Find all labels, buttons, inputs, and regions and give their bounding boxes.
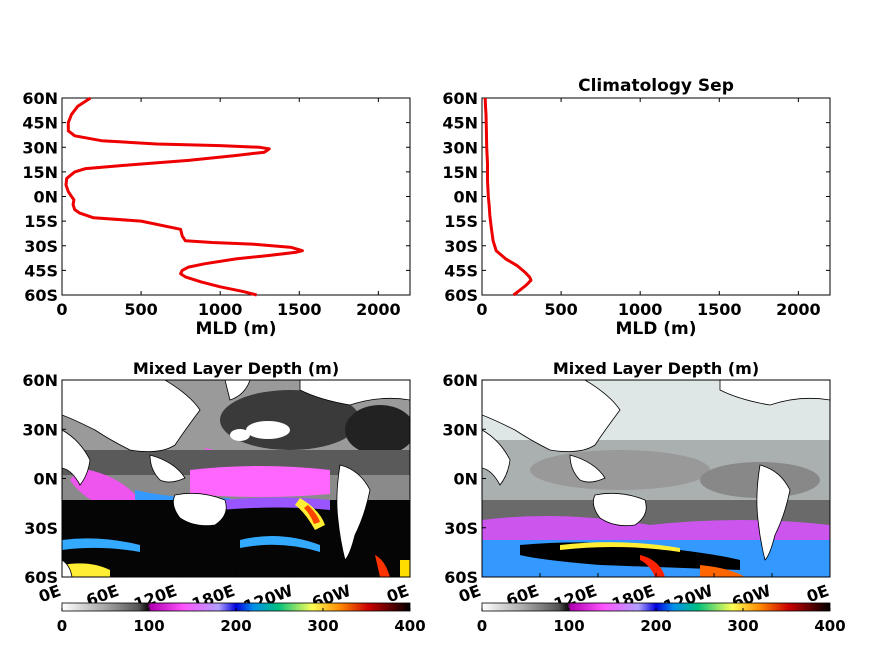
map-title: Mixed Layer Depth (m) [553, 359, 759, 378]
x-tick-label: 1000 [198, 300, 243, 319]
x-tick-label: 500 [544, 300, 577, 319]
x-tick-label: 0 [476, 300, 487, 319]
colorbar-tick-label: 100 [133, 617, 164, 635]
y-tick-label: 0N [453, 188, 478, 207]
title-model-run: 001-060 BT1850adjustcloudv2.10lCnudging3… [0, 0, 231, 3]
lon-tick-label: 0E [804, 581, 831, 606]
mld-profile-line [483, 97, 533, 297]
lat-tick-label: 0N [33, 470, 58, 489]
map-title: Mixed Layer Depth (m) [133, 359, 339, 378]
y-tick-label: 15S [24, 212, 58, 231]
x-tick-label: 0 [56, 300, 67, 319]
colorbar-tick-label: 300 [727, 617, 758, 635]
title-subscript: v [33, 0, 41, 3]
y-tick-label: 60S [444, 286, 478, 305]
mld-profile-line [64, 96, 304, 297]
colorbar-tick-label: 0 [57, 617, 67, 635]
lat-tick-label: 30N [442, 420, 478, 439]
lat-tick-label: 60N [442, 371, 478, 390]
lat-tick-label: 60S [24, 568, 58, 587]
x-tick-label: 1500 [697, 300, 742, 319]
lat-tick-label: 30S [444, 519, 478, 538]
title-subscript: l [82, 0, 86, 3]
x-axis-label: MLD (m) [615, 319, 696, 339]
y-tick-label: 15S [444, 212, 478, 231]
plot-area [481, 97, 831, 296]
colorbar-tick-label: 200 [640, 617, 671, 635]
x-axis-label: MLD (m) [195, 319, 276, 339]
lat-tick-label: 30N [22, 420, 58, 439]
y-tick-label: 60N [22, 89, 58, 108]
lat-tick-label: 60S [444, 568, 478, 587]
profile-panel-right: Climatology Sep 0 500 1000 1500 2000 60N 45N 30… [442, 76, 831, 339]
land-mask [62, 380, 410, 577]
profile-panel-left: 001-060 BT1850adjustcloudv2.10lCnudging3… [0, 0, 411, 339]
colorbar-tick-label: 200 [220, 617, 251, 635]
y-tick-label: 15N [22, 163, 58, 182]
mld-field [482, 380, 830, 577]
x-tick-label: 1000 [618, 300, 663, 319]
map-panel-right: Mixed Layer Depth (m) 0E 60E 12 [442, 359, 845, 635]
y-tick-label: 30N [22, 138, 58, 157]
y-tick-label: 45S [24, 261, 58, 280]
plot-area [61, 97, 411, 296]
map-panel-left: Mixed Layer Depth (m) [22, 359, 425, 635]
land-mask [482, 380, 830, 561]
x-tick-label: 1500 [277, 300, 322, 319]
x-tick-label: 2000 [356, 300, 401, 319]
y-tick-label: 30S [444, 237, 478, 256]
lon-tick-label: 0E [384, 581, 411, 606]
y-tick-label: 0N [33, 188, 58, 207]
y-tick-label: 60N [442, 89, 478, 108]
lat-tick-label: 30S [24, 519, 58, 538]
colorbar-tick-label: 300 [307, 617, 338, 635]
colorbar-tick-label: 100 [553, 617, 584, 635]
lat-tick-label: 0N [453, 470, 478, 489]
y-tick-label: 30S [24, 237, 58, 256]
x-tick-label: 2000 [776, 300, 821, 319]
x-tick-label: 500 [124, 300, 157, 319]
colorbar-tick-label: 400 [814, 617, 845, 635]
y-tick-label: 45N [22, 114, 58, 133]
y-tick-label: 15N [442, 163, 478, 182]
colorbar: 0 100 200 300 400 [57, 602, 426, 635]
y-tick-label: 45N [442, 114, 478, 133]
y-tick-label: 45S [444, 261, 478, 280]
y-tick-label: 60S [24, 286, 58, 305]
title-climatology: Climatology Sep [578, 76, 734, 96]
lat-tick-label: 60N [22, 371, 58, 390]
colorbar: 0 100 200 300 400 [477, 602, 846, 635]
y-tick-label: 30N [442, 138, 478, 157]
colorbar-tick-label: 400 [394, 617, 425, 635]
mld-field [62, 380, 410, 577]
colorbar-tick-label: 0 [477, 617, 487, 635]
